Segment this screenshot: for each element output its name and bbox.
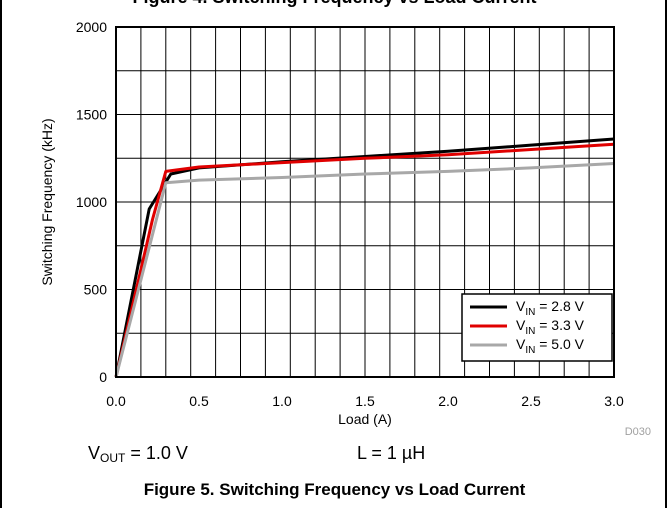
x-tick-label: 1.0	[272, 393, 292, 409]
chart: 0.0 0.5 1.0 1.5 2.0 2.5 3.0 0 500 1000 1500 2000 L…	[39, 19, 651, 438]
y-tick-label: 1000	[76, 194, 107, 210]
y-tick-label: 1500	[76, 107, 107, 123]
x-tick-label: 1.5	[355, 393, 375, 409]
plot-area	[115, 26, 615, 378]
y-tick-label: 0	[99, 369, 107, 385]
series-line-3	[114, 162, 615, 378]
x-tick-label: 2.0	[438, 393, 458, 409]
x-tick-labels: 0.0 0.5 1.0 1.5 2.0 2.5 3.0	[106, 393, 624, 409]
page-heading: Figure 4. Switching Frequency vs Load Cu…	[0, 0, 669, 8]
legend-label: VIN = 3.3 V	[516, 317, 585, 337]
series-lines	[114, 137, 615, 378]
vout-sub: OUT	[100, 451, 126, 465]
y-tick-label: 500	[84, 282, 108, 298]
x-tick-label: 2.5	[521, 393, 541, 409]
legend-label: VIN = 5.0 V	[516, 336, 585, 356]
x-axis-label: Load (A)	[338, 411, 392, 427]
series-line-2	[114, 142, 615, 378]
inductor-condition: L = 1 µH	[357, 443, 426, 463]
x-tick-label: 0.0	[106, 393, 126, 409]
legend-label: VIN = 2.8 V	[516, 298, 585, 318]
y-tick-labels: 0 500 1000 1500 2000	[76, 19, 107, 385]
figure-code: D030	[625, 426, 651, 438]
x-tick-label: 3.0	[604, 393, 624, 409]
vout-prefix: V	[88, 443, 101, 463]
y-tick-label: 2000	[76, 19, 107, 35]
x-tick-label: 0.5	[189, 393, 209, 409]
vout-value: = 1.0 V	[125, 443, 188, 463]
figure-caption: Figure 5. Switching Frequency vs Load Cu…	[143, 480, 526, 499]
vout-condition: VOUT = 1.0 V	[88, 443, 188, 465]
y-axis-label: Switching Frequency (kHz)	[39, 118, 55, 285]
